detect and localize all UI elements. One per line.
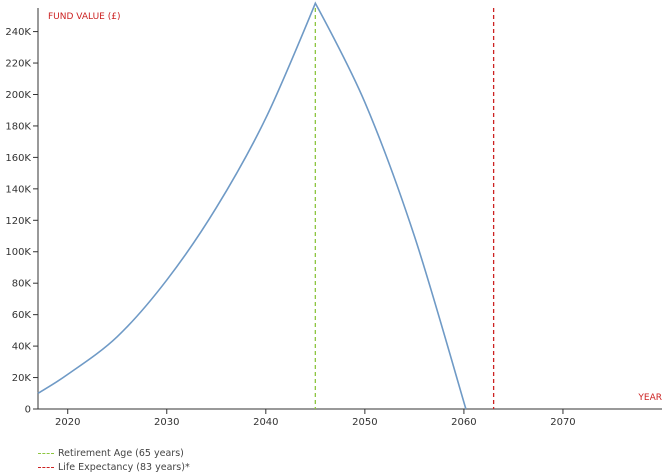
series-layer bbox=[37, 1, 467, 410]
y-tick-label: 20K bbox=[12, 373, 32, 384]
x-tick-label: 2030 bbox=[154, 417, 179, 428]
x-axis-ticks: 2020 2030 2040 2050 2060 2070 bbox=[55, 409, 576, 428]
x-tick-label: 2060 bbox=[451, 417, 476, 428]
y-tick-label: 60K bbox=[12, 310, 32, 321]
y-tick-label: 200K bbox=[5, 90, 31, 101]
y-tick-label: 120K bbox=[5, 216, 31, 227]
legend-swatch-life-expectancy bbox=[38, 466, 54, 468]
y-tick-label: 40K bbox=[12, 342, 32, 353]
y-tick-label: 240K bbox=[5, 27, 31, 38]
x-axis-title: YEAR bbox=[637, 393, 662, 403]
y-tick-label: 100K bbox=[5, 247, 31, 258]
y-axis-ticks: 0 20K 40K 60K 80K 100K 120K 140K 160K 180K 200K 220… bbox=[5, 27, 38, 416]
legend-item-life-expectancy: Life Expectancy (83 years)* bbox=[38, 460, 190, 474]
x-tick-label: 2070 bbox=[550, 417, 575, 428]
y-tick-label: 220K bbox=[5, 59, 31, 70]
legend: Retirement Age (65 years) Life Expectanc… bbox=[38, 446, 190, 474]
x-tick-label: 2050 bbox=[352, 417, 377, 428]
x-tick-label: 2040 bbox=[253, 417, 278, 428]
legend-label-life-expectancy: Life Expectancy (83 years)* bbox=[58, 461, 190, 473]
y-tick-label: 140K bbox=[5, 184, 31, 195]
x-tick-label: 2020 bbox=[55, 417, 80, 428]
fund-value-line bbox=[37, 1, 467, 410]
legend-item-retirement: Retirement Age (65 years) bbox=[38, 446, 190, 460]
reference-lines bbox=[314, 8, 495, 409]
legend-swatch-retirement bbox=[38, 452, 54, 454]
y-tick-label: 0 bbox=[25, 405, 31, 416]
legend-label-retirement: Retirement Age (65 years) bbox=[58, 447, 184, 459]
y-tick-label: 180K bbox=[5, 121, 31, 132]
y-tick-label: 160K bbox=[5, 153, 31, 164]
y-axis-title: FUND VALUE (£) bbox=[48, 12, 120, 22]
y-tick-label: 80K bbox=[12, 279, 32, 290]
